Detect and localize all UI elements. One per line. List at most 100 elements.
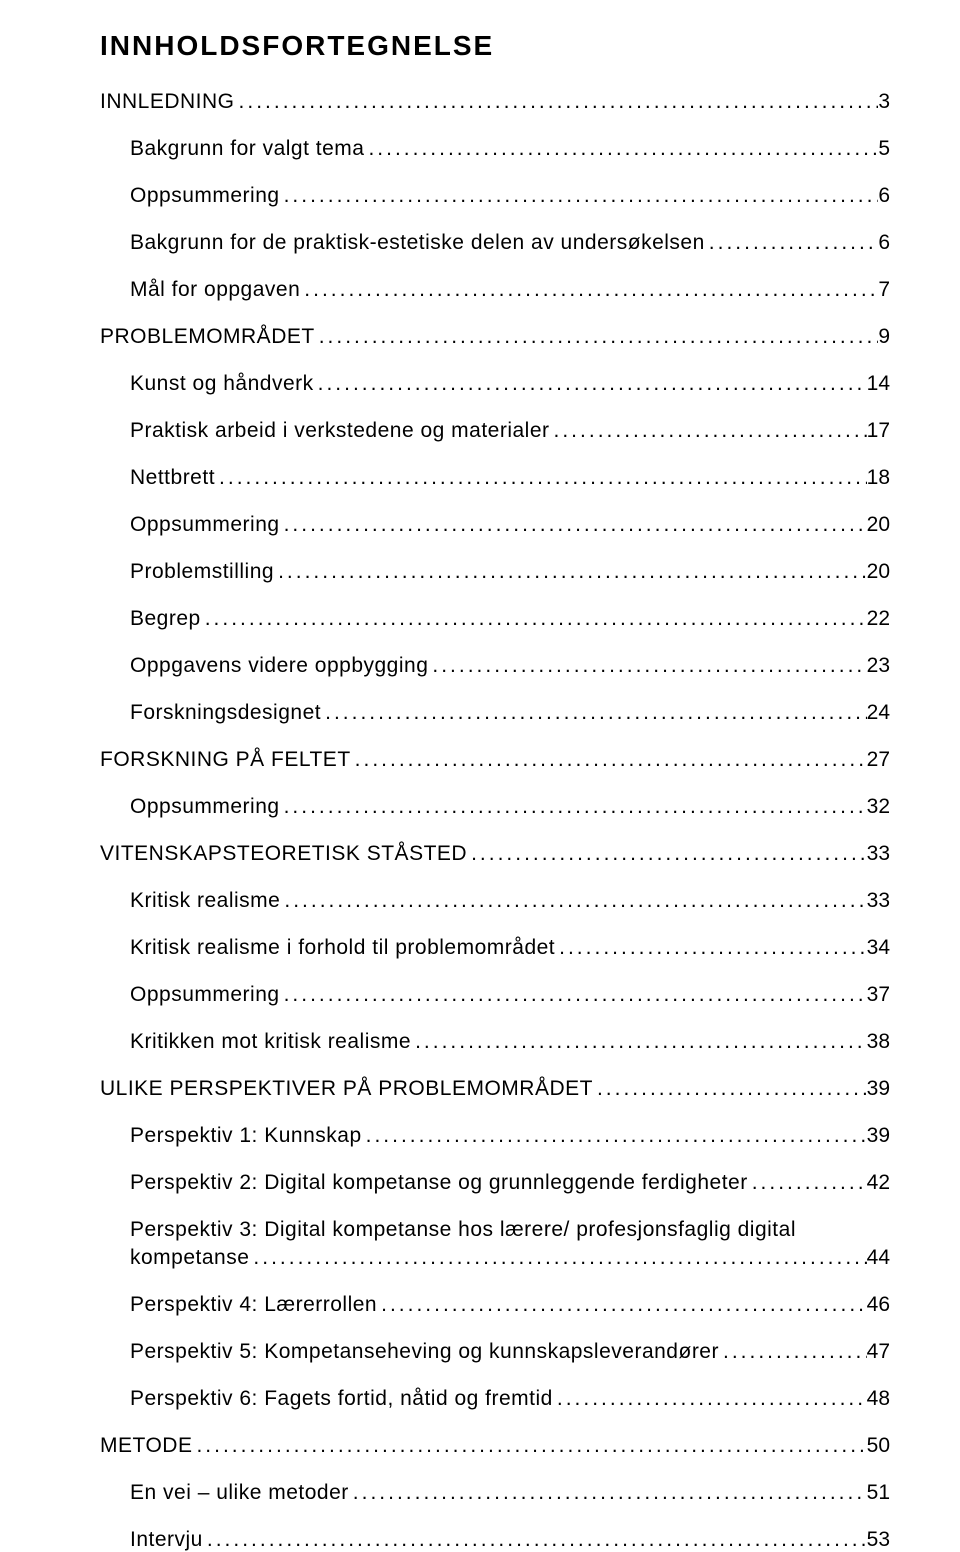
toc-entry-page: 20 xyxy=(867,560,890,584)
toc-entry-page: 38 xyxy=(867,1030,890,1054)
toc-entry-label: Perspektiv 2: Digital kompetanse og grun… xyxy=(130,1171,748,1195)
toc-entry-page: 32 xyxy=(867,795,890,819)
toc-leader-dots xyxy=(467,842,867,866)
toc-entry-label: ULIKE PERSPEKTIVER PÅ PROBLEMOMRÅDET xyxy=(100,1077,593,1101)
toc-entry-label: Kritikken mot kritisk realisme xyxy=(130,1030,411,1054)
toc-entry: Problemstilling 20 xyxy=(100,560,890,584)
toc-entry: Kritikken mot kritisk realisme 38 xyxy=(100,1030,890,1054)
toc-entry-label: Oppsummering xyxy=(130,184,280,208)
toc-entry-page: 34 xyxy=(867,936,890,960)
toc-entry-page: 42 xyxy=(867,1171,890,1195)
toc-entry-page: 7 xyxy=(878,278,890,302)
toc-leader-dots xyxy=(235,90,879,114)
toc-entry-page: 33 xyxy=(867,889,890,913)
toc-entry-page: 23 xyxy=(867,654,890,678)
toc-entry: Perspektiv 2: Digital kompetanse og grun… xyxy=(100,1171,890,1195)
toc-entry-page: 18 xyxy=(867,466,890,490)
toc-entry: Nettbrett 18 xyxy=(100,466,890,490)
toc-leader-dots xyxy=(280,983,867,1007)
toc-leader-dots xyxy=(550,419,867,443)
toc-leader-dots xyxy=(321,701,867,725)
toc-leader-dots xyxy=(362,1124,867,1148)
toc-entry-label: Nettbrett xyxy=(130,466,215,490)
toc-entry-label: METODE xyxy=(100,1434,192,1458)
toc-leader-dots xyxy=(411,1030,867,1054)
toc-entry-label: INNLEDNING xyxy=(100,90,235,114)
toc-entry-page: 51 xyxy=(867,1481,890,1505)
toc-leader-dots xyxy=(280,889,866,913)
toc-leader-dots xyxy=(351,748,867,772)
toc-leader-dots xyxy=(555,936,867,960)
page-title: INNHOLDSFORTEGNELSE xyxy=(100,30,890,62)
toc-entry-page: 46 xyxy=(867,1293,890,1317)
toc-leader-dots xyxy=(719,1340,867,1364)
toc-entry: Praktisk arbeid i verkstedene og materia… xyxy=(100,419,890,443)
toc-entry-page: 6 xyxy=(878,184,890,208)
toc-entry: Kritisk realisme 33 xyxy=(100,889,890,913)
toc-entry: Perspektiv 4: Lærerrollen 46 xyxy=(100,1293,890,1317)
toc-entry-page: 14 xyxy=(867,372,890,396)
toc-entry: Perspektiv 1: Kunnskap 39 xyxy=(100,1124,890,1148)
toc-leader-dots xyxy=(314,372,867,396)
toc-leader-dots xyxy=(553,1387,867,1411)
toc-entry: Oppsummering32 xyxy=(100,795,890,819)
toc-entry-label: Intervju xyxy=(130,1528,203,1552)
toc-entry-label: Perspektiv 1: Kunnskap xyxy=(130,1124,362,1148)
toc-entry-label: Problemstilling xyxy=(130,560,274,584)
toc-entry-page: 44 xyxy=(867,1246,890,1270)
toc-entry-label: Perspektiv 3: Digital kompetanse hos lær… xyxy=(130,1218,796,1242)
toc-entry-label: PROBLEMOMRÅDET xyxy=(100,325,315,349)
toc-leader-dots xyxy=(280,513,867,537)
toc-entry-label: VITENSKAPSTEORETISK STÅSTED xyxy=(100,842,467,866)
toc-leader-dots xyxy=(705,231,879,255)
toc-entry-page: 17 xyxy=(867,419,890,443)
toc-entry: Oppgavens videre oppbygging 23 xyxy=(100,654,890,678)
toc-entry-label: kompetanse xyxy=(130,1246,249,1270)
toc-entry-label: Begrep xyxy=(130,607,201,631)
toc-leader-dots xyxy=(274,560,867,584)
toc-entry-label: Perspektiv 4: Lærerrollen xyxy=(130,1293,377,1317)
toc-entry-page: 24 xyxy=(867,701,890,725)
toc-entry-page: 50 xyxy=(867,1434,890,1458)
toc-leader-dots xyxy=(249,1246,866,1270)
toc-entry-label: Oppgavens videre oppbygging xyxy=(130,654,428,678)
toc-entry: Bakgrunn for valgt tema5 xyxy=(100,137,890,161)
toc-entry: Perspektiv 3: Digital kompetanse hos lær… xyxy=(100,1218,890,1242)
toc-entry: ULIKE PERSPEKTIVER PÅ PROBLEMOMRÅDET 39 xyxy=(100,1077,890,1101)
toc-leader-dots xyxy=(377,1293,867,1317)
toc-entry: En vei – ulike metoder 51 xyxy=(100,1481,890,1505)
toc-leader-dots xyxy=(280,795,867,819)
toc-entry: Forskningsdesignet24 xyxy=(100,701,890,725)
toc-entry-label: Kritisk realisme xyxy=(130,889,280,913)
toc-entry-label: En vei – ulike metoder xyxy=(130,1481,349,1505)
toc-entry-label: Kunst og håndverk xyxy=(130,372,314,396)
toc-entry: METODE 50 xyxy=(100,1434,890,1458)
toc-leader-dots xyxy=(349,1481,867,1505)
toc-entry: INNLEDNING 3 xyxy=(100,90,890,114)
toc-entry-page: 22 xyxy=(867,607,890,631)
toc-entry-page: 20 xyxy=(867,513,890,537)
toc-entry-page: 3 xyxy=(878,90,890,114)
toc-entry-page: 47 xyxy=(867,1340,890,1364)
toc-leader-dots xyxy=(748,1171,867,1195)
toc-entry: PROBLEMOMRÅDET9 xyxy=(100,325,890,349)
toc-entry-label: Oppsummering xyxy=(130,513,280,537)
toc-leader-dots xyxy=(364,137,878,161)
toc-entry: Bakgrunn for de praktisk-estetiske delen… xyxy=(100,231,890,255)
toc-entry-label: Kritisk realisme i forhold til problemom… xyxy=(130,936,555,960)
toc-entry-page: 33 xyxy=(867,842,890,866)
toc-entry: Oppsummering 6 xyxy=(100,184,890,208)
toc-entry: kompetanse 44 xyxy=(100,1246,890,1270)
toc-entry-page: 39 xyxy=(867,1077,890,1101)
toc-entry-label: Bakgrunn for de praktisk-estetiske delen… xyxy=(130,231,705,255)
toc-entry: Oppsummering37 xyxy=(100,983,890,1007)
toc-entry-page: 27 xyxy=(867,748,890,772)
toc-entry-label: Mål for oppgaven xyxy=(130,278,300,302)
toc-entry-page: 48 xyxy=(867,1387,890,1411)
toc-leader-dots xyxy=(215,466,867,490)
toc-leader-dots xyxy=(201,607,867,631)
toc-entry-page: 39 xyxy=(867,1124,890,1148)
toc-entry: Begrep 22 xyxy=(100,607,890,631)
toc-leader-dots xyxy=(280,184,879,208)
toc-entry: VITENSKAPSTEORETISK STÅSTED 33 xyxy=(100,842,890,866)
